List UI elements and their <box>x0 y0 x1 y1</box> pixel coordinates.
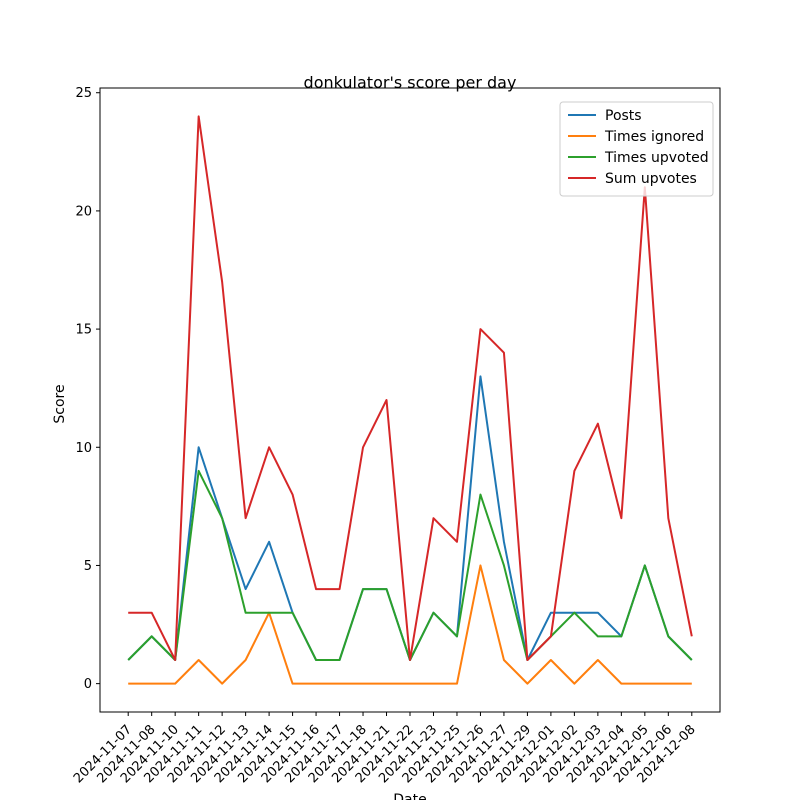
legend-entry: Posts <box>605 108 642 124</box>
y-axis-ticks: 0 5 10 15 20 25 <box>75 86 100 692</box>
y-axis-label: Score <box>52 384 68 423</box>
legend: Posts Times ignored Times upvoted Sum upvot… <box>559 101 714 197</box>
legend-entry: Sum upvotes <box>605 171 697 187</box>
series-lines <box>127 115 693 685</box>
y-tick-label: 0 <box>84 677 92 692</box>
series-line-times-upvoted <box>127 469 693 661</box>
series-line-posts <box>127 375 693 661</box>
chart-title: donkulator's score per day <box>304 73 517 92</box>
x-axis-ticks: 2024-11-072024-11-082024-11-102024-11-11… <box>71 712 699 786</box>
y-tick-label: 20 <box>75 204 92 219</box>
y-tick-label: 15 <box>75 323 92 338</box>
y-tick-label: 25 <box>75 86 92 101</box>
y-tick-label: 5 <box>84 559 92 574</box>
series-line-sum-upvotes <box>128 115 693 661</box>
legend-entry: Times upvoted <box>604 150 709 166</box>
x-axis-label: Date <box>393 792 426 800</box>
legend-entry: Times ignored <box>604 129 704 145</box>
series-line-times-ignored <box>128 564 692 685</box>
legend-box <box>559 101 714 197</box>
y-tick-label: 10 <box>75 441 92 456</box>
